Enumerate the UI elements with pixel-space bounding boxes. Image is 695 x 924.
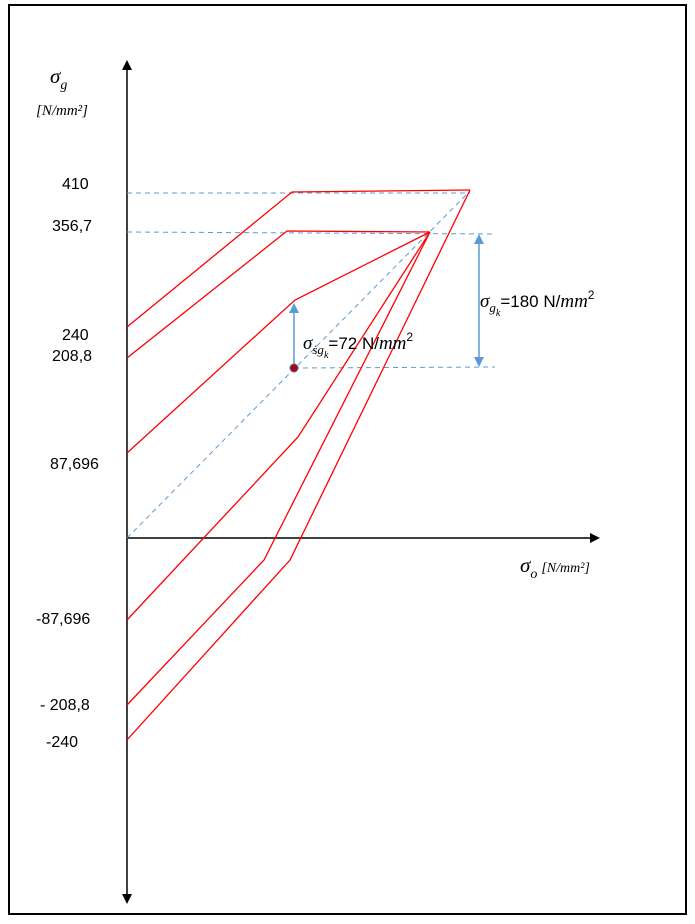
helper-lines — [126, 190, 496, 539]
tick-label: 240 — [62, 327, 89, 344]
y-axis-unit: [N/mm²] — [36, 103, 88, 119]
upper-outer-240 — [126, 189, 471, 328]
guide-point — [293, 366, 496, 369]
tick-label: 410 — [62, 176, 89, 193]
upper-inner-208 — [126, 230, 431, 359]
diagonal-line — [126, 190, 471, 539]
amplitude-annotation: σgk=180 N/mm2 — [480, 288, 595, 319]
tick-label: -87,696 — [36, 611, 90, 628]
tick-label: - 208,8 — [40, 697, 90, 714]
amplitude-arrows — [289, 234, 484, 367]
upper-87 — [126, 231, 431, 454]
y-axis-label: σg — [50, 64, 67, 93]
diagram-frame — [8, 4, 687, 915]
x-axis-label: σo [N/mm²] — [520, 553, 590, 582]
guide-356 — [126, 231, 496, 235]
tick-label: 87,696 — [50, 456, 99, 473]
tick-label: -240 — [46, 734, 78, 751]
lower-87 — [126, 231, 431, 621]
tick-label: 356,7 — [52, 218, 92, 235]
lower-208 — [126, 231, 431, 706]
tick-label: 208,8 — [52, 348, 92, 365]
stress-point — [289, 363, 299, 373]
mean-amplitude-annotation: σṡgk=72 N/mm2 — [303, 330, 413, 361]
envelope-lines — [126, 189, 471, 741]
lower-240 — [126, 189, 471, 741]
y-tick-labels: 410 356,7 240 208,8 87,696 -87,696 - 208… — [36, 176, 99, 751]
